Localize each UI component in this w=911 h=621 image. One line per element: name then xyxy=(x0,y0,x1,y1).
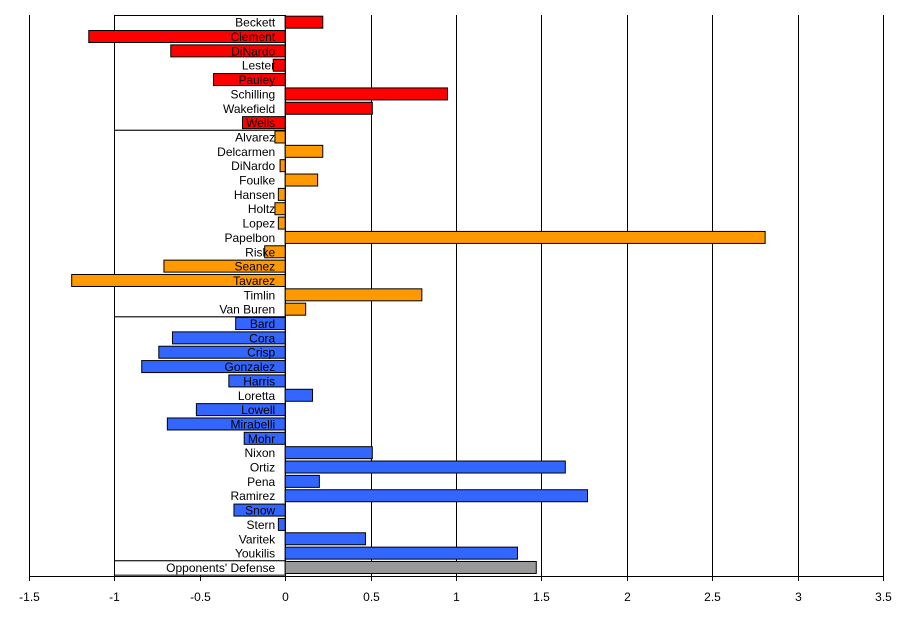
category-label: Wakefield xyxy=(223,102,275,116)
bar-2-11 xyxy=(284,474,320,488)
bar-2-9 xyxy=(284,446,373,460)
bar-0-5 xyxy=(284,87,448,101)
category-label: Wells xyxy=(246,116,275,130)
bar-2-0 xyxy=(235,317,286,331)
x-tick-label: 2.5 xyxy=(704,590,721,604)
category-label: Opponents' Defense xyxy=(166,561,275,575)
category-label: Foulke xyxy=(239,174,275,188)
x-tick-label: 2 xyxy=(624,590,631,604)
category-label: Holtz xyxy=(248,202,275,216)
bar-2-2 xyxy=(158,345,286,359)
x-tick-label: 3.5 xyxy=(875,590,892,604)
category-label: Mirabelli xyxy=(231,417,276,431)
bar-1-2 xyxy=(279,159,286,173)
x-tick-label: 0.5 xyxy=(363,590,380,604)
bars xyxy=(71,15,766,574)
category-label: Snow xyxy=(245,504,275,518)
x-tick-label: 3 xyxy=(795,590,802,604)
category-label: Hansen xyxy=(234,188,275,202)
category-label: Gonzalez xyxy=(224,360,275,374)
x-tick-label: -0.5 xyxy=(190,590,211,604)
category-label: Seanez xyxy=(234,260,275,274)
x-tick-label: -1 xyxy=(109,590,120,604)
bar-2-3 xyxy=(141,360,286,374)
bar-2-14 xyxy=(277,517,286,531)
bar-1-0 xyxy=(274,130,286,144)
category-label: Clement xyxy=(231,30,276,44)
category-label: Loretta xyxy=(238,389,276,403)
bar-2-13 xyxy=(233,503,286,517)
x-tick-label: 1.5 xyxy=(533,590,550,604)
bar-0-7 xyxy=(242,116,286,130)
bar-2-8 xyxy=(243,431,286,445)
bar-2-15 xyxy=(284,532,366,546)
bar-2-6 xyxy=(195,403,286,417)
category-label: DiNardo xyxy=(231,159,275,173)
x-axis: -1.5 -1 -0.5 0 0.5 1 1.5 2 2.5 3 3.5 xyxy=(19,576,892,604)
bar-0-2 xyxy=(170,44,286,58)
bar-2-7 xyxy=(166,417,286,431)
category-label: Ortiz xyxy=(250,461,275,475)
bar-0-1 xyxy=(88,30,286,44)
category-label: Lopez xyxy=(242,217,275,231)
category-label: Van Buren xyxy=(219,303,275,317)
category-label: Alvarez xyxy=(235,130,275,144)
category-label: Pauley xyxy=(238,73,275,87)
category-label: Varitek xyxy=(239,532,276,546)
category-label: Stern xyxy=(247,518,276,532)
bar-1-1 xyxy=(284,144,324,158)
bar-1-12 xyxy=(284,302,307,316)
bar-1-4 xyxy=(277,187,286,201)
category-label: Papelbon xyxy=(224,231,275,245)
category-label: Tavarez xyxy=(233,274,275,288)
bar-2-16 xyxy=(284,546,518,560)
category-label: DiNardo xyxy=(231,44,275,58)
category-label: Timlin xyxy=(244,288,276,302)
category-labels: BeckettClementDiNardoLesterPauleySchilli… xyxy=(166,16,276,575)
bar-1-3 xyxy=(284,173,319,187)
bar-1-10 xyxy=(71,273,286,287)
category-label: Bard xyxy=(250,317,275,331)
bar-1-8 xyxy=(264,245,286,259)
bar-0-6 xyxy=(284,101,373,115)
x-tick-label: 1 xyxy=(453,590,460,604)
category-label: Lester xyxy=(242,59,275,73)
category-label: Harris xyxy=(243,374,275,388)
bar-2-5 xyxy=(284,388,314,402)
category-label: Nixon xyxy=(245,446,276,460)
category-label: Lowell xyxy=(241,403,275,417)
category-label: Youkilis xyxy=(235,547,275,561)
category-label: Pena xyxy=(247,475,275,489)
bar-0-3 xyxy=(272,58,286,72)
category-label: Delcarmen xyxy=(217,145,275,159)
bar-1-6 xyxy=(277,216,286,230)
bar-1-9 xyxy=(163,259,286,273)
category-label: Mohr xyxy=(248,432,275,446)
category-label: Ramirez xyxy=(231,489,276,503)
bar-1-11 xyxy=(284,288,423,302)
bar-1-7 xyxy=(284,230,766,244)
category-label: Beckett xyxy=(235,16,276,30)
x-tick-label: 0 xyxy=(282,590,289,604)
category-label: Crisp xyxy=(247,346,275,360)
category-label: Cora xyxy=(249,331,275,345)
bar-0-0 xyxy=(284,15,324,29)
category-label: Riske xyxy=(245,245,275,259)
bar-0-4 xyxy=(212,73,286,87)
bar-1-5 xyxy=(274,202,286,216)
category-label: Schilling xyxy=(230,87,275,101)
bar-2-1 xyxy=(171,331,286,345)
bar-3-0 xyxy=(284,560,537,574)
bar-2-4 xyxy=(228,374,286,388)
x-tick-label: -1.5 xyxy=(19,590,40,604)
bar-2-12 xyxy=(284,489,589,503)
bar-2-10 xyxy=(284,460,566,474)
